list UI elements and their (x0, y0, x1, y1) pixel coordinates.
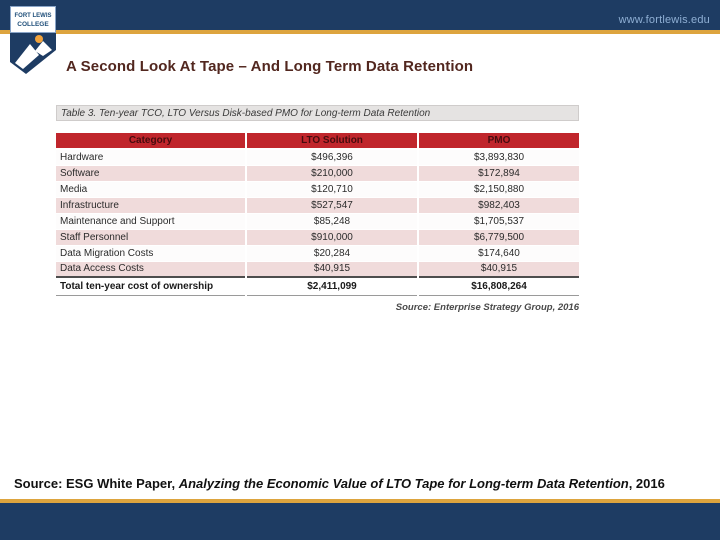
table-cell-category: Media (56, 181, 246, 198)
table-caption: Table 3. Ten-year TCO, LTO Versus Disk-b… (56, 105, 579, 121)
table-row: Data Migration Costs $20,284 $174,640 (56, 245, 579, 262)
logo-college-name-line1: FORT LEWIS (15, 13, 52, 19)
table-cell-lto: $527,547 (245, 197, 418, 214)
table-cell-pmo: $6,779,500 (417, 229, 579, 246)
table-cell-lto: $40,915 (245, 261, 418, 278)
table-cell-category: Data Migration Costs (56, 245, 246, 262)
table-cell-lto: $85,248 (245, 213, 418, 230)
footer-source-paper-title: Analyzing the Economic Value of LTO Tape… (178, 476, 629, 491)
table-source-note: Source: Enterprise Strategy Group, 2016 (395, 301, 579, 313)
table-cell-category: Total ten-year cost of ownership (56, 276, 246, 296)
table-row: Infrastructure $527,547 $982,403 (56, 197, 579, 214)
table-cell-lto: $120,710 (245, 181, 418, 198)
header-gold-line (0, 30, 720, 34)
table-row: Maintenance and Support $85,248 $1,705,5… (56, 213, 579, 230)
footer-source-text: Source: ESG White Paper, Analyzing the E… (14, 476, 714, 491)
header-band (0, 0, 720, 30)
slide-title: A Second Look At Tape – And Long Term Da… (66, 58, 474, 75)
table-cell-category: Hardware (56, 149, 246, 166)
website-url: www.fortlewis.edu (618, 14, 710, 26)
table-cell-lto: $210,000 (245, 165, 418, 182)
table-cell-pmo: $172,894 (417, 165, 579, 182)
footer-source-prefix: Source: ESG White Paper, (14, 476, 179, 491)
table-cell-pmo: $982,403 (417, 197, 579, 214)
college-logo: FORT LEWIS COLLEGE (10, 6, 56, 74)
table-row: Staff Personnel $910,000 $6,779,500 (56, 229, 579, 246)
table-cell-category: Software (56, 165, 246, 182)
table-cell-lto: $2,411,099 (245, 276, 418, 296)
table-cell-pmo: $40,915 (417, 261, 579, 278)
table-cell-category: Infrastructure (56, 197, 246, 214)
table-row: Data Access Costs $40,915 $40,915 (56, 261, 579, 278)
table-cell-lto: $20,284 (245, 245, 418, 262)
column-header-lto: LTO Solution (245, 133, 418, 150)
logo-mountain-icon (15, 44, 39, 69)
caption-gap (56, 121, 579, 133)
table-cell-pmo: $16,808,264 (417, 276, 579, 296)
column-header-pmo: PMO (417, 133, 579, 150)
table-cell-pmo: $174,640 (417, 245, 579, 262)
footer-source-suffix: , 2016 (628, 476, 665, 491)
table-cell-category: Maintenance and Support (56, 213, 246, 230)
table-row: Media $120,710 $2,150,880 (56, 181, 579, 198)
logo-mountain-icon (35, 41, 52, 56)
table-cell-pmo: $1,705,537 (417, 213, 579, 230)
column-header-category: Category (56, 133, 246, 150)
table-header-row: Category LTO Solution PMO (56, 133, 579, 150)
table-cell-lto: $910,000 (245, 229, 418, 246)
logo-sun-icon (35, 35, 43, 43)
table-row: Hardware $496,396 $3,893,830 (56, 149, 579, 166)
table-cell-category: Staff Personnel (56, 229, 246, 246)
table-cell-pmo: $3,893,830 (417, 149, 579, 166)
footer-band (0, 503, 720, 540)
table-row: Software $210,000 $172,894 (56, 165, 579, 182)
tco-table-figure: Table 3. Ten-year TCO, LTO Versus Disk-b… (56, 105, 579, 313)
table-total-row: Total ten-year cost of ownership $2,411,… (56, 276, 579, 296)
logo-college-name-line2: COLLEGE (17, 21, 49, 28)
logo-plate (10, 6, 56, 33)
table-cell-pmo: $2,150,880 (417, 181, 579, 198)
footer-gold-line (0, 499, 720, 503)
table-cell-category: Data Access Costs (56, 261, 246, 278)
table-cell-lto: $496,396 (245, 149, 418, 166)
tco-table: Category LTO Solution PMO Hardware $496,… (56, 133, 579, 296)
